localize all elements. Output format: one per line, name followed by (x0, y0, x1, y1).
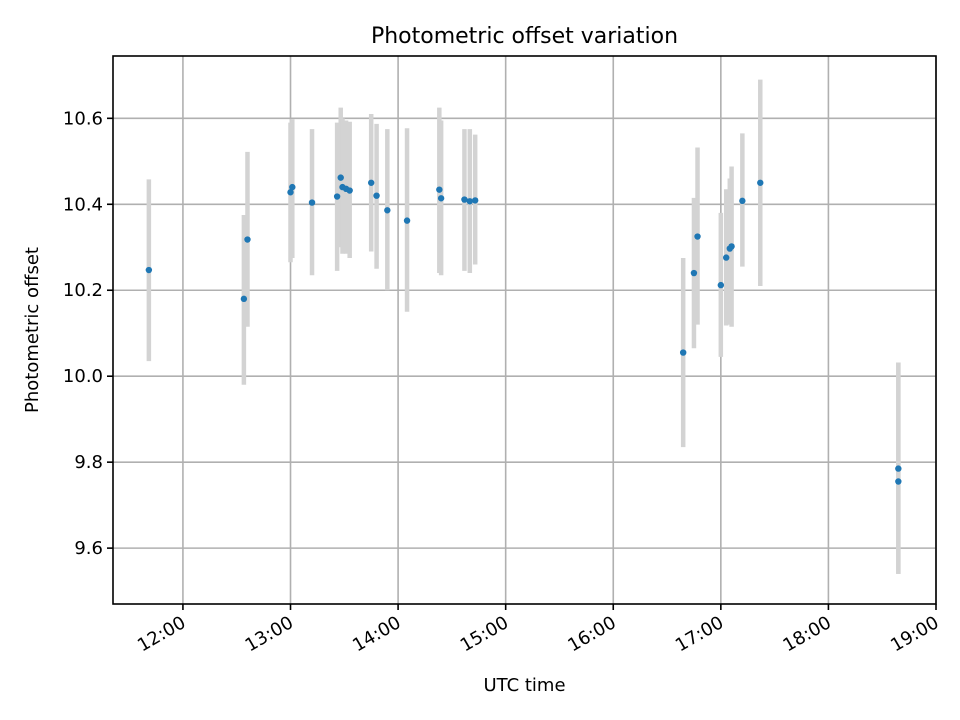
data-point (895, 478, 902, 485)
data-point (333, 193, 341, 200)
data-point (728, 243, 735, 250)
data-point (461, 196, 468, 203)
chart-title: Photometric offset variation (371, 24, 678, 49)
data-point (346, 187, 353, 194)
x-tick-label: 14:00 (349, 612, 404, 656)
y-tick-label: 10.6 (63, 108, 103, 129)
y-tick-label: 9.6 (74, 538, 103, 559)
data-point (694, 233, 701, 240)
plot-frame (112, 55, 937, 605)
data-point (471, 197, 479, 204)
y-tick-label: 10.4 (63, 194, 103, 215)
data-point (723, 254, 730, 261)
y-tick-label: 10.0 (63, 366, 103, 387)
data-point (244, 236, 251, 243)
x-tick-label: 12:00 (134, 612, 189, 656)
x-axis-ticks: 12:00 13:00 14:00 15:00 16:00 17:00 18:00 19:00 (134, 604, 943, 656)
data-point (757, 179, 764, 186)
x-tick-label: 17:00 (672, 612, 727, 656)
data-point (384, 207, 391, 214)
data-point (403, 217, 411, 224)
data-point (240, 295, 248, 303)
x-axis-label: UTC time (483, 675, 565, 696)
x-tick-label: 15:00 (457, 612, 512, 656)
data-point (437, 195, 445, 202)
data-point (717, 281, 725, 289)
data-point (466, 198, 474, 205)
y-axis-ticks: 9.6 9.8 10.0 10.2 10.4 10.6 (63, 108, 113, 559)
data-point (690, 269, 698, 277)
data-point (308, 199, 316, 206)
data-point (289, 183, 296, 191)
data-point (436, 186, 443, 193)
y-axis-label: Photometric offset (22, 247, 43, 413)
data-point (679, 349, 687, 356)
y-tick-label: 9.8 (74, 452, 103, 473)
x-tick-label: 18:00 (779, 612, 834, 656)
data-point (739, 197, 746, 205)
y-tick-label: 10.2 (63, 280, 103, 301)
data-points (145, 174, 902, 485)
data-point (287, 189, 294, 196)
data-point (367, 179, 375, 186)
error-bars (146, 79, 901, 574)
x-tick-label: 13:00 (242, 612, 297, 656)
data-point (895, 465, 902, 472)
x-tick-label: 16:00 (564, 612, 619, 656)
data-point (373, 192, 380, 199)
data-point (337, 174, 344, 181)
x-tick-label: 19:00 (887, 612, 942, 656)
grid (113, 56, 937, 604)
data-point (145, 266, 153, 274)
